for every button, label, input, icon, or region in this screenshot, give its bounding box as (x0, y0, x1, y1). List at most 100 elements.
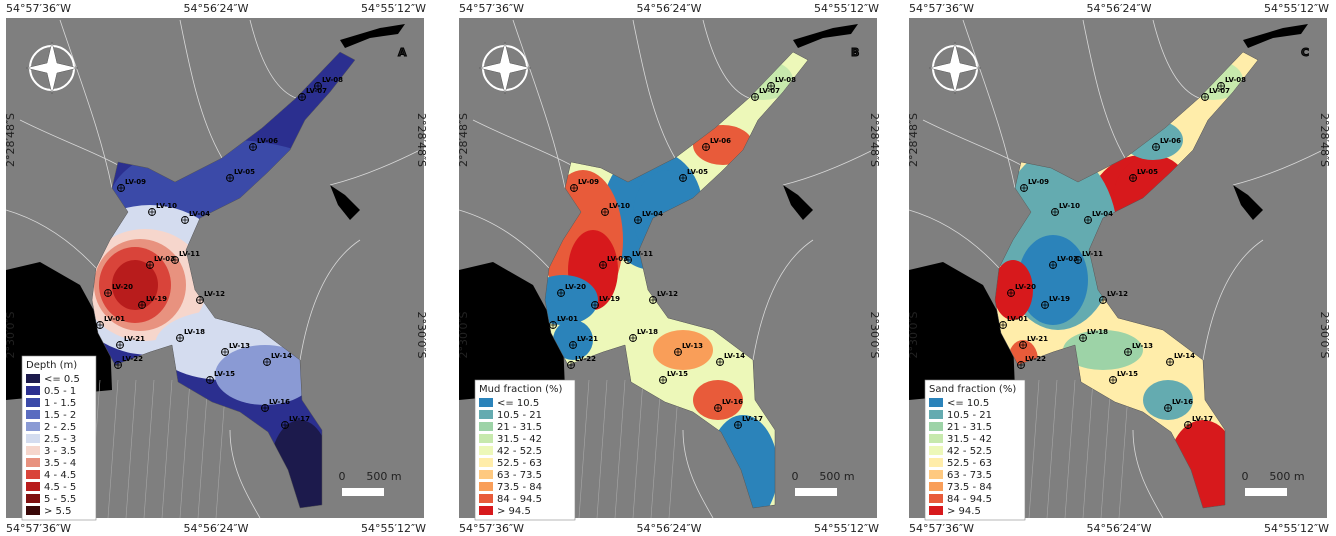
station-cross (147, 262, 153, 268)
longitude-label: 54°56′24″W (184, 2, 249, 15)
legend-label: 2.5 - 3 (44, 434, 76, 445)
station-cross (115, 362, 121, 368)
land (783, 185, 813, 220)
station-label: LV-11 (632, 250, 653, 258)
station-marker (221, 348, 229, 356)
legend-swatch (26, 386, 40, 395)
street (1046, 379, 1058, 519)
station-marker (1124, 348, 1132, 356)
latitude-label: 2°28′48″S (868, 113, 881, 167)
longitude-label: 54°56′24″W (637, 522, 702, 535)
station-cross (570, 342, 576, 348)
station-cross (182, 217, 188, 223)
legend-label: <= 10.5 (947, 398, 989, 409)
station-cross (1008, 290, 1014, 296)
station-marker (206, 376, 214, 384)
station-label: LV-05 (1137, 168, 1158, 176)
station-marker (1217, 82, 1225, 90)
station-label: LV-09 (1028, 178, 1049, 186)
longitude-label: 54°57′36″W (6, 522, 71, 535)
station-cross (149, 209, 155, 215)
legend-swatch (929, 398, 943, 407)
legend-swatch (26, 482, 40, 491)
station-label: LV-07 (1209, 87, 1230, 95)
station-cross (630, 335, 636, 341)
station-cross (1042, 302, 1048, 308)
legend-swatch (929, 494, 943, 503)
station-marker (104, 289, 112, 297)
interpolated-zone (215, 345, 315, 405)
station-cross (1100, 297, 1106, 303)
legend-swatch (26, 434, 40, 443)
station-cross (675, 349, 681, 355)
station-label: LV-06 (1160, 137, 1181, 145)
legend-label: 42 - 52.5 (947, 446, 992, 457)
station-marker (649, 296, 657, 304)
station-label: LV-06 (710, 137, 731, 145)
station-label: LV-03 (607, 255, 628, 263)
legend-label: 52.5 - 63 (497, 458, 542, 469)
scale-zero: 0 (1242, 470, 1249, 483)
legend-title: Depth (m) (26, 360, 77, 371)
station-cross (1110, 377, 1116, 383)
legend-label: 63 - 73.5 (947, 470, 992, 481)
lake (545, 52, 808, 508)
station-marker (1020, 184, 1028, 192)
station-cross (1000, 322, 1006, 328)
compass-star (25, 41, 79, 95)
station-label: LV-20 (1015, 283, 1036, 291)
river (632, 19, 676, 159)
longitude-label: 54°55′12″W (814, 522, 879, 535)
legend-swatch (929, 458, 943, 467)
station-marker (569, 341, 577, 349)
river (229, 429, 261, 519)
station-marker (138, 301, 146, 309)
station-marker (716, 358, 724, 366)
latitude-label: 2°28′48″S (907, 113, 920, 167)
legend-swatch (929, 422, 943, 431)
interpolated-zone (1018, 235, 1088, 325)
station-marker (146, 261, 154, 269)
station-cross (600, 262, 606, 268)
land (330, 185, 360, 220)
station-cross (625, 257, 631, 263)
station-marker (767, 82, 775, 90)
station-marker (1019, 341, 1027, 349)
compass-star (928, 41, 982, 95)
lake (995, 52, 1258, 508)
station-cross (680, 175, 686, 181)
station-label: LV-08 (322, 76, 343, 84)
compass-star (478, 41, 532, 95)
interpolated-zone (653, 330, 713, 370)
station-label: LV-21 (124, 335, 145, 343)
station-label: LV-09 (125, 178, 146, 186)
latitude-label: 2°30′0″S (907, 311, 920, 358)
station-marker (1007, 289, 1015, 297)
legend-label: 1 - 1.5 (44, 398, 76, 409)
legend-label: 4 - 4.5 (44, 470, 76, 481)
station-marker (1074, 256, 1082, 264)
station-label: LV-15 (214, 370, 235, 378)
scale-length: 500 m (1269, 470, 1304, 483)
river (752, 239, 814, 361)
legend-swatch (479, 506, 493, 515)
river (682, 429, 714, 519)
longitude-label: 54°55′12″W (814, 2, 879, 15)
river (5, 209, 97, 269)
legend-swatch (479, 470, 493, 479)
station-cross (177, 335, 183, 341)
station-marker (1079, 334, 1087, 342)
station-cross (558, 290, 564, 296)
longitude-label: 54°57′36″W (6, 2, 71, 15)
station-label: LV-19 (1049, 295, 1070, 303)
street (1100, 379, 1112, 519)
station-marker (567, 361, 575, 369)
legend-label: 84 - 94.5 (947, 494, 992, 505)
scale-zero: 0 (792, 470, 799, 483)
station-label: LV-17 (289, 415, 310, 423)
station-marker (1099, 296, 1107, 304)
legend-label: > 94.5 (497, 506, 531, 517)
station-marker (181, 216, 189, 224)
station-label: LV-01 (1007, 315, 1028, 323)
